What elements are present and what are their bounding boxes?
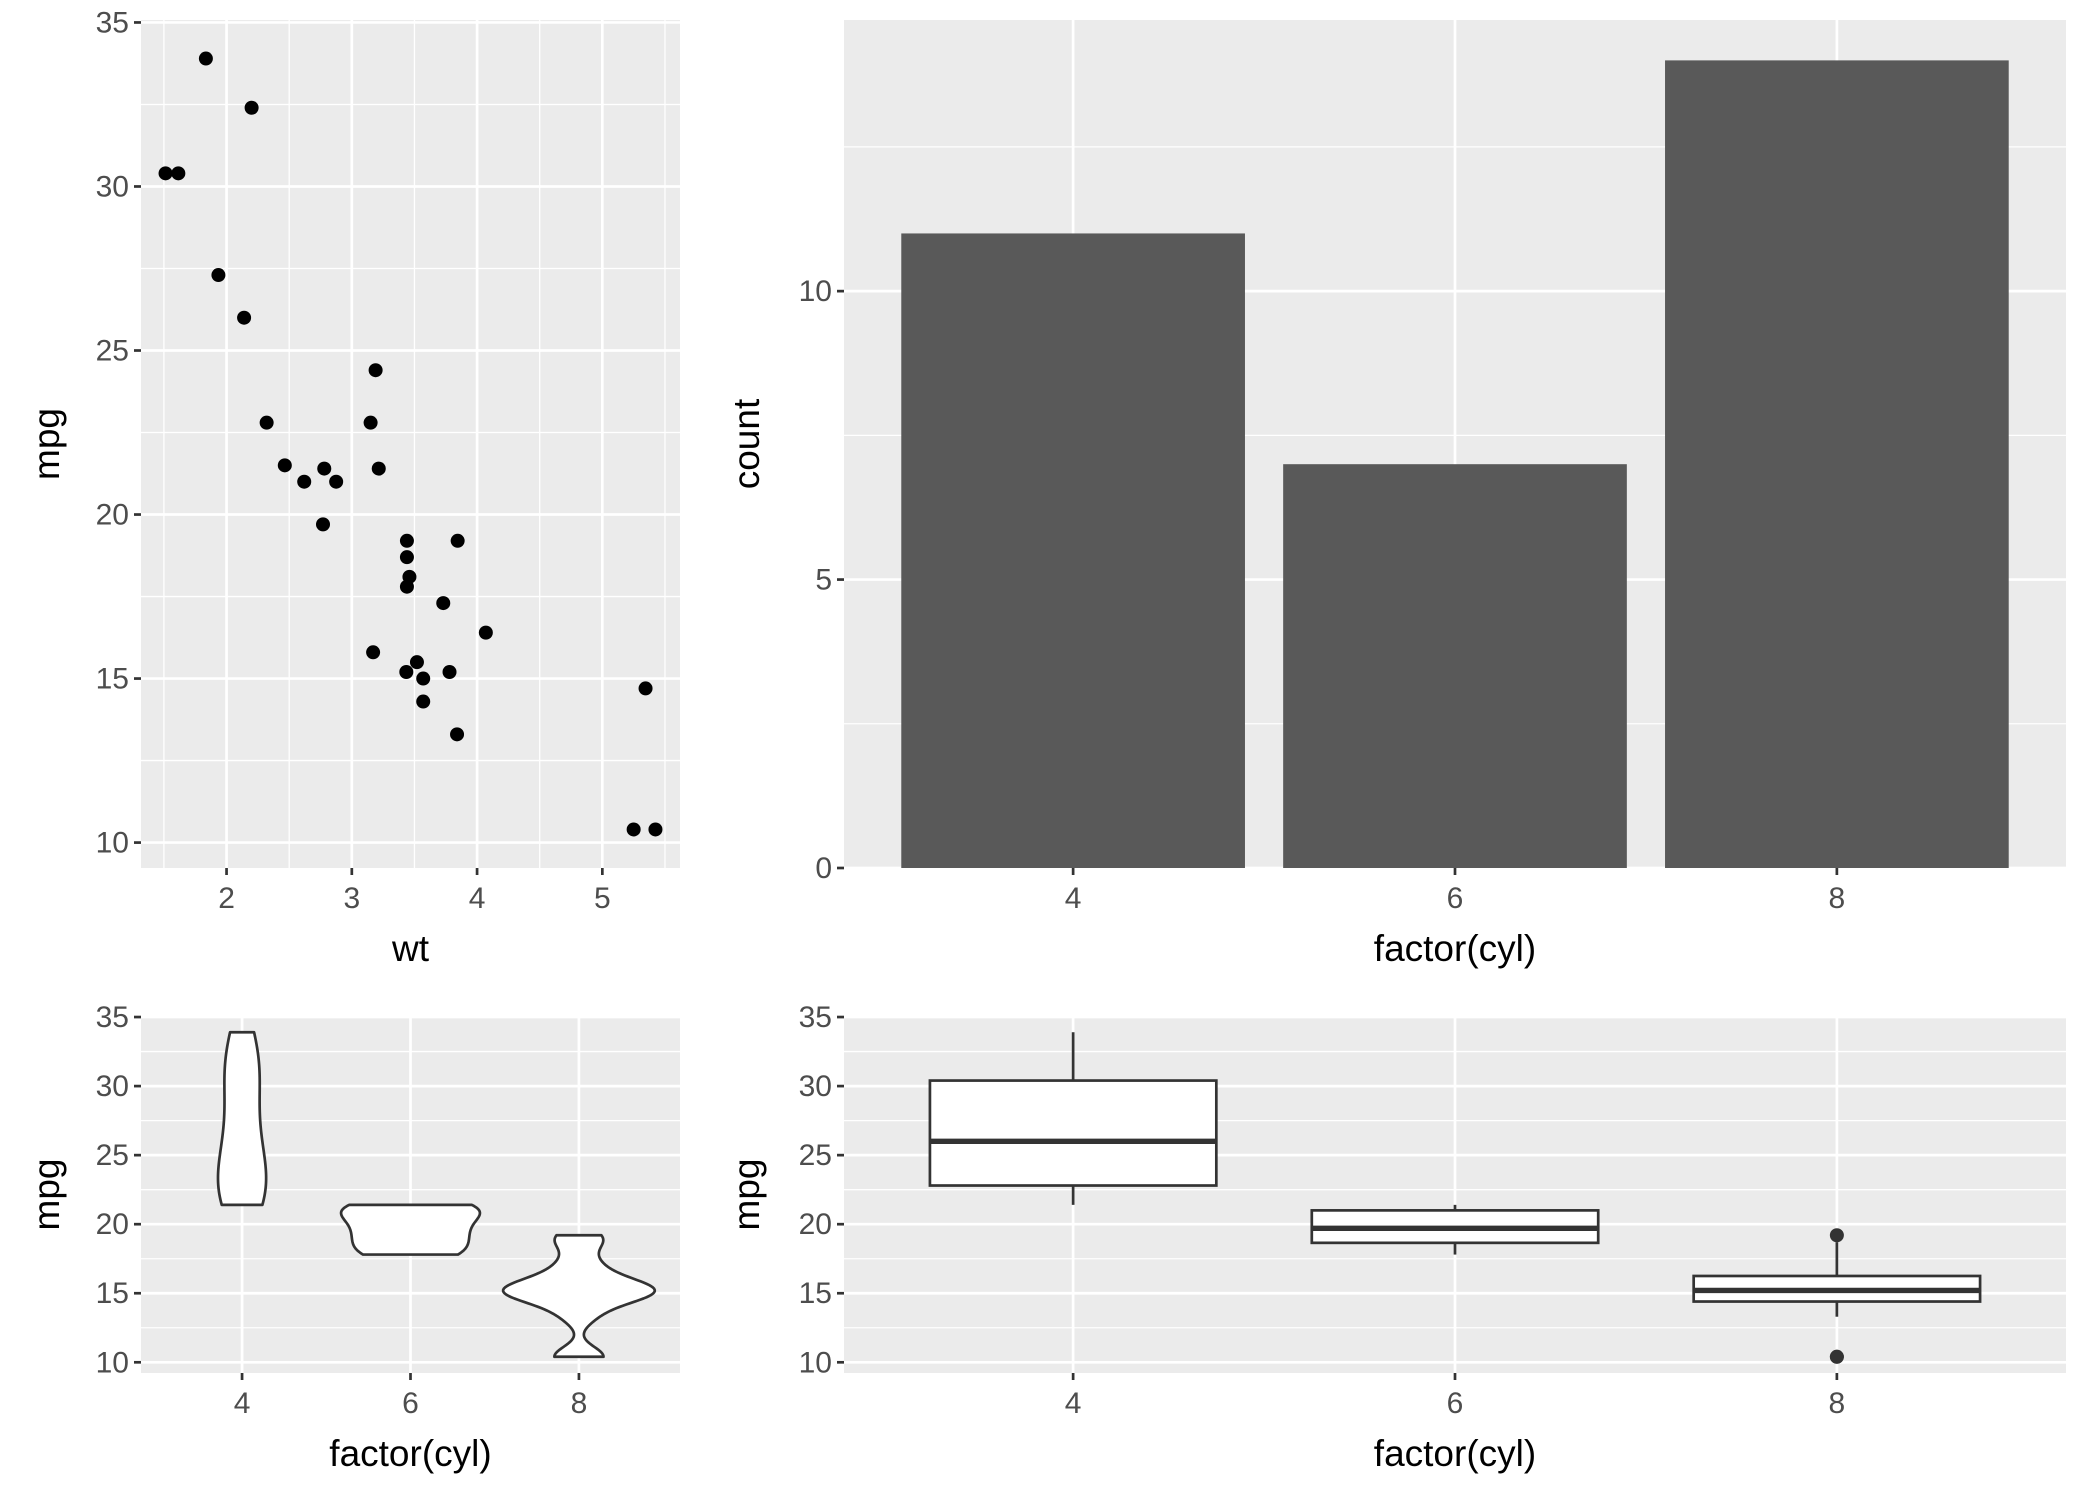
x-tick-label: 4 [469, 882, 486, 915]
y-tick-label: 15 [96, 663, 129, 696]
y-tick-label: 30 [799, 1070, 832, 1103]
data-point [198, 51, 213, 66]
data-point [277, 458, 292, 473]
data-point [626, 822, 641, 837]
panel-3 [837, 1015, 2066, 1380]
data-point [158, 166, 173, 181]
panel-background [141, 20, 680, 868]
data-point [329, 474, 344, 489]
bar-4 [901, 233, 1245, 869]
violin-8 [501, 1233, 657, 1359]
panel-2 [134, 1015, 680, 1380]
bar-8 [1665, 60, 2009, 868]
y-tick-label: 20 [799, 1208, 832, 1241]
y-tick-label: 10 [799, 1346, 832, 1379]
x-tick-label: 8 [1829, 1387, 1846, 1420]
y-tick-label: 20 [96, 499, 129, 532]
x-tick-label: 4 [234, 1387, 251, 1420]
data-point [171, 166, 186, 181]
x-tick-label: 6 [1447, 1387, 1464, 1420]
x-tick-label: 8 [571, 1387, 588, 1420]
x-tick-label: 4 [1065, 1387, 1082, 1420]
outlier-point [1829, 1228, 1844, 1243]
data-point [259, 415, 274, 430]
violin-4 [216, 1030, 268, 1207]
data-point [416, 694, 431, 709]
bar-6 [1283, 464, 1627, 868]
outlier-point [1829, 1349, 1844, 1364]
data-point [399, 664, 414, 679]
y-axis-title: mpg [726, 1159, 767, 1231]
x-tick-label: 4 [1065, 882, 1082, 915]
data-point [366, 645, 381, 660]
x-tick-label: 3 [343, 882, 360, 915]
y-tick-label: 0 [815, 852, 832, 885]
y-tick-label: 30 [96, 1070, 129, 1103]
x-axis-title: factor(cyl) [1374, 928, 1536, 969]
data-point [399, 579, 414, 594]
violin-6 [339, 1203, 482, 1256]
x-axis-title: wt [391, 928, 430, 969]
y-tick-label: 10 [96, 1346, 129, 1379]
data-point [363, 415, 378, 430]
data-point [450, 533, 465, 548]
y-axis-title: mpg [26, 1159, 67, 1231]
y-tick-label: 35 [799, 1001, 832, 1034]
x-tick-label: 8 [1829, 882, 1846, 915]
y-tick-label: 25 [96, 1139, 129, 1172]
panel-0 [134, 20, 680, 875]
box [928, 1079, 1218, 1187]
y-tick-label: 25 [799, 1139, 832, 1172]
x-tick-label: 5 [594, 882, 611, 915]
data-point [297, 474, 312, 489]
data-point [371, 461, 386, 476]
x-tick-label: 6 [402, 1387, 419, 1420]
x-tick-label: 6 [1447, 882, 1464, 915]
x-tick-label: 2 [218, 882, 235, 915]
boxplot-6 [1310, 1204, 1600, 1255]
y-tick-label: 35 [96, 6, 129, 39]
data-point [399, 533, 414, 548]
y-tick-label: 5 [815, 564, 832, 597]
y-tick-label: 35 [96, 1001, 129, 1034]
data-point [211, 268, 226, 283]
data-point [442, 664, 457, 679]
data-point [368, 363, 383, 378]
data-point [648, 822, 663, 837]
data-point [244, 100, 259, 115]
data-point [416, 671, 431, 686]
data-point [638, 681, 653, 696]
data-point [317, 461, 332, 476]
data-point [450, 727, 465, 742]
data-point [237, 310, 252, 325]
x-axis-title: factor(cyl) [1374, 1433, 1536, 1474]
data-point [409, 655, 424, 670]
data-point [399, 550, 414, 565]
y-tick-label: 25 [96, 335, 129, 368]
data-point [436, 596, 451, 611]
y-tick-label: 15 [799, 1277, 832, 1310]
y-tick-label: 30 [96, 170, 129, 203]
data-point [316, 517, 331, 532]
x-axis-title: factor(cyl) [329, 1433, 491, 1474]
boxplot-8 [1692, 1228, 1982, 1364]
y-tick-label: 15 [96, 1277, 129, 1310]
y-tick-label: 20 [96, 1208, 129, 1241]
y-tick-label: 10 [799, 275, 832, 308]
panel-1 [837, 20, 2066, 875]
data-point [478, 625, 493, 640]
y-tick-label: 10 [96, 827, 129, 860]
boxplot-4 [928, 1032, 1218, 1205]
y-axis-title: count [726, 398, 767, 489]
y-axis-title: mpg [26, 408, 67, 480]
